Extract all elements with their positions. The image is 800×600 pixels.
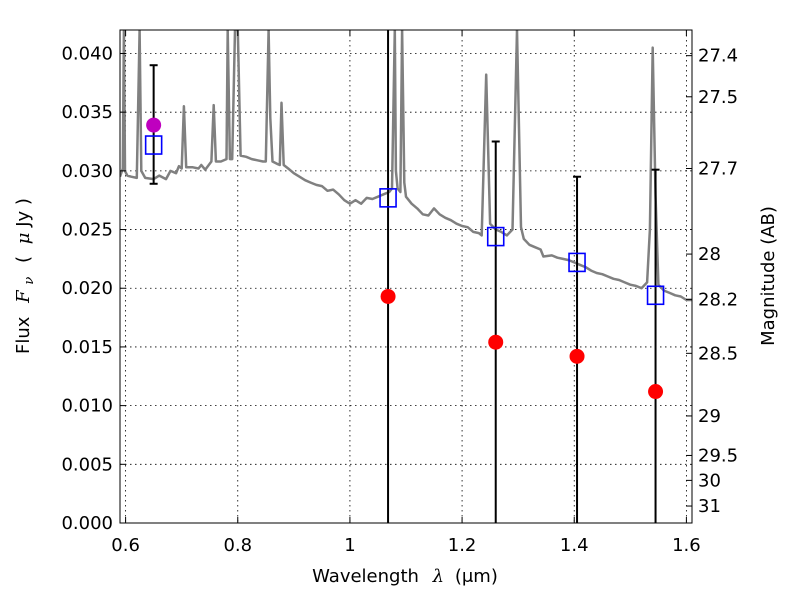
x-axis-ticks: 0.6 0.8 1 1.2 1.4 1.6 bbox=[111, 30, 701, 556]
y-tick-label: 0.040 bbox=[61, 43, 113, 64]
y2-tick-label: 28.2 bbox=[698, 289, 738, 310]
y-tick-label: 0.000 bbox=[61, 513, 113, 534]
x-axis-label-unit: (μm) bbox=[455, 566, 498, 587]
y-tick-label: 0.010 bbox=[61, 396, 113, 417]
y-axis-label-unit-rest: Jy ) bbox=[13, 198, 34, 228]
observed-point bbox=[488, 334, 504, 350]
plot-frame bbox=[119, 29, 693, 524]
y-axis-label-text: Flux bbox=[13, 316, 34, 354]
x-tick-label: 1 bbox=[344, 535, 355, 556]
y-tick-label: 0.035 bbox=[61, 102, 113, 123]
x-axis-label-symbol: λ bbox=[432, 566, 444, 587]
model-point bbox=[379, 188, 397, 208]
model-point bbox=[144, 135, 163, 155]
y2-tick-label: 30 bbox=[698, 470, 721, 491]
y2-tick-label: 28.5 bbox=[698, 343, 738, 364]
x-tick-label: 1.4 bbox=[560, 535, 589, 556]
observed-point bbox=[569, 348, 585, 364]
y2-tick-label: 31 bbox=[698, 496, 721, 517]
y2-tick-label: 27.7 bbox=[698, 158, 738, 179]
x-tick-label: 1.2 bbox=[448, 535, 477, 556]
template-spectrum-layer bbox=[120, 30, 692, 302]
y2-axis-ticks: 27.4 27.5 27.7 28 28.2 28.5 29 29.5 30 31 bbox=[686, 46, 738, 517]
y2-tick-label: 29 bbox=[698, 406, 721, 427]
y2-tick-label: 27.4 bbox=[698, 46, 738, 67]
y-axis-ticks: 0.000 0.005 0.010 0.015 0.020 0.025 0.030 0.035… bbox=[61, 43, 126, 534]
y-axis-label-unit-mu: μ bbox=[13, 232, 34, 244]
y-tick-label: 0.020 bbox=[61, 278, 113, 299]
model-point bbox=[486, 226, 505, 247]
y-axis-label-symbol: F bbox=[13, 289, 34, 304]
x-axis-label-text: Wavelength bbox=[312, 566, 419, 587]
y2-tick-label: 28 bbox=[698, 244, 721, 265]
template-spectrum-line bbox=[120, 30, 692, 302]
y2-tick-label: 29.5 bbox=[698, 445, 738, 466]
x-tick-label: 1.6 bbox=[672, 535, 701, 556]
y-axis-label-symbol-sub: ν bbox=[22, 277, 37, 285]
y-tick-label: 0.005 bbox=[61, 454, 113, 475]
observed-point bbox=[380, 288, 396, 304]
y-axis-label-unit-open: ( bbox=[13, 256, 34, 263]
y-tick-label: 0.025 bbox=[61, 220, 113, 241]
model-point bbox=[646, 285, 665, 306]
x-axis-label: Wavelength λ (μm) bbox=[312, 566, 498, 587]
y2-tick-label: 27.5 bbox=[698, 87, 738, 108]
y-axis-label: Flux F ν ( μ Jy ) bbox=[13, 198, 38, 354]
y2-axis-label: Magnitude (AB) bbox=[758, 206, 779, 346]
x-tick-label: 0.6 bbox=[111, 535, 140, 556]
y-tick-label: 0.030 bbox=[61, 161, 113, 182]
y-tick-label: 0.015 bbox=[61, 337, 113, 358]
observed-point bbox=[648, 384, 664, 400]
model-markers bbox=[144, 135, 665, 306]
observed-point bbox=[146, 117, 162, 133]
observed-markers bbox=[146, 117, 664, 400]
model-point bbox=[568, 252, 586, 273]
x-tick-label: 0.8 bbox=[223, 535, 252, 556]
